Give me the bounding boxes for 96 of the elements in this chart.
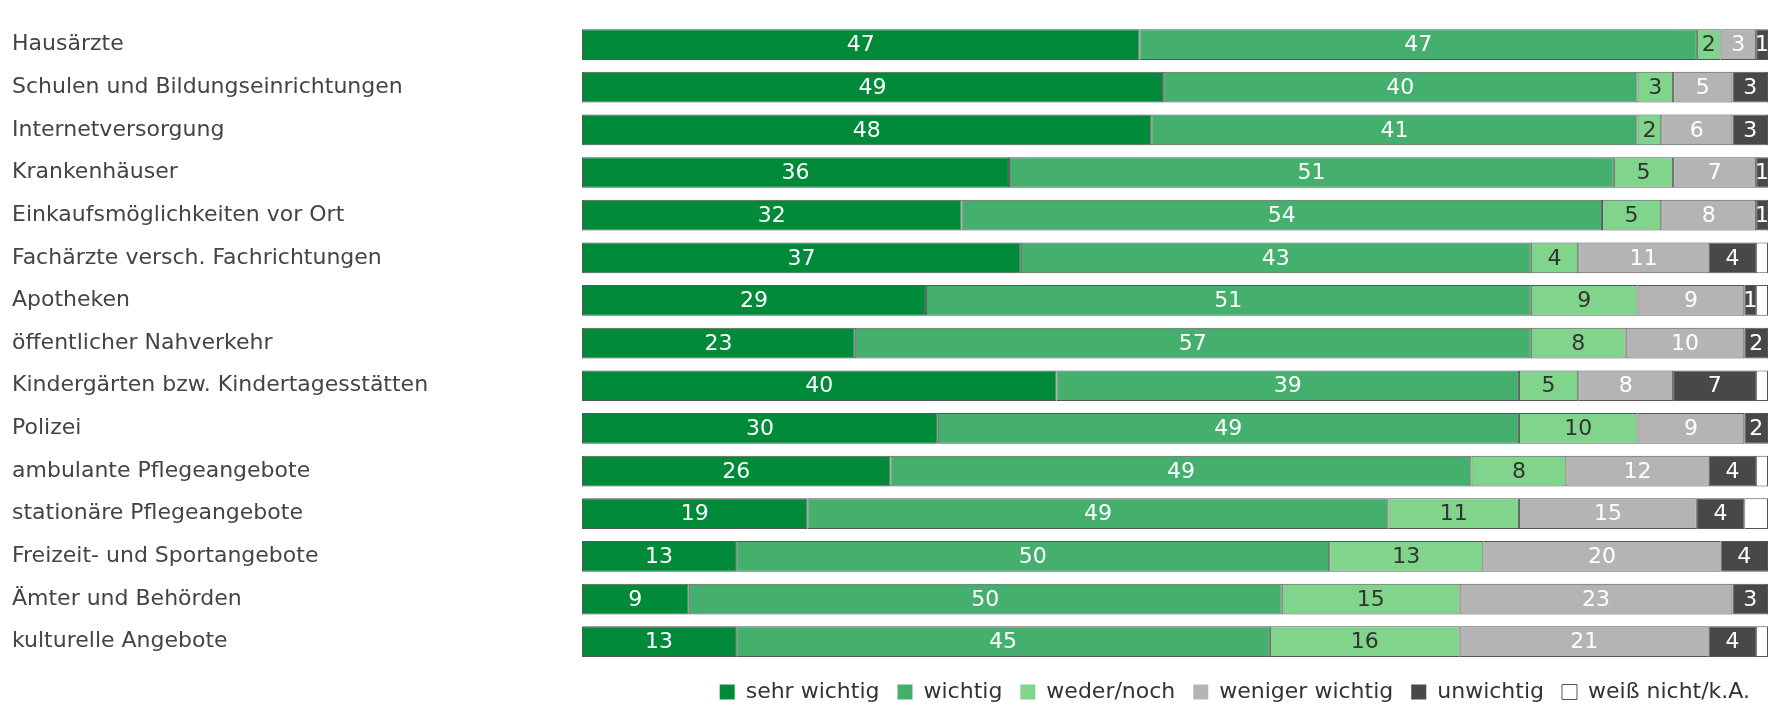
legend-label: sehr wichtig [745,677,880,703]
data-label: 13 [645,628,674,654]
data-label: 8 [1701,201,1716,227]
data-label: 9 [628,585,643,611]
data-label: 21 [1570,628,1599,654]
data-label: 37 [787,244,816,270]
y-tick-label: Freizeit- und Sportangebote [12,542,319,568]
data-label: 4 [1547,244,1562,270]
data-label: 49 [858,73,887,99]
data-label: 45 [989,628,1018,654]
data-label: 40 [805,372,834,398]
data-label: 9 [1577,287,1592,313]
y-tick-label: Fachärzte versch. Fachrichtungen [12,243,382,269]
data-label: 3 [1743,116,1758,142]
data-label: 3 [1743,73,1758,99]
data-label: 23 [704,329,733,355]
data-label: 48 [852,116,881,142]
data-label: 9 [1683,287,1698,313]
data-label: 19 [680,500,709,526]
data-label: 15 [1356,585,1385,611]
y-tick-label: Internetversorgung [12,115,225,141]
data-label: 8 [1511,457,1526,483]
data-label: 29 [739,287,768,313]
data-label: 49 [1214,415,1243,441]
data-label: 15 [1593,500,1622,526]
y-tick-label: Polizei [12,414,82,440]
y-tick-label: stationäre Pflegeangebote [12,499,303,525]
data-label: 23 [1582,585,1611,611]
legend-label: unwichtig [1437,677,1544,703]
data-label: 3 [1648,73,1663,99]
data-label: 10 [1670,329,1699,355]
data-label: 4 [1725,244,1740,270]
data-label: 7 [1707,372,1722,398]
data-label: 51 [1297,159,1326,185]
data-label: 2 [1749,329,1764,355]
legend-label: weiß nicht/k.A. [1587,677,1750,703]
data-label: 5 [1541,372,1556,398]
data-label: 50 [971,585,1000,611]
data-label: 10 [1564,415,1593,441]
data-label: 40 [1386,73,1415,99]
data-label: 36 [781,159,810,185]
data-label: 9 [1683,415,1698,441]
y-tick-label: Ämter und Behörden [12,584,242,610]
y-tick-label: kulturelle Angebote [12,627,228,653]
data-label: 3 [1731,31,1746,57]
data-label: 47 [1404,31,1433,57]
data-label: 4 [1725,457,1740,483]
y-tick-label: Krankenhäuser [12,158,179,184]
data-label: 43 [1261,244,1290,270]
y-tick-label: ambulante Pflegeangebote [12,456,311,482]
data-label: 11 [1629,244,1658,270]
y-tick-label: Hausärzte [12,30,124,56]
data-label: 2 [1642,116,1657,142]
data-label: 57 [1178,329,1207,355]
data-label: 39 [1273,372,1302,398]
data-label: 3 [1743,585,1758,611]
data-label: 20 [1587,543,1616,569]
data-label: 4 [1725,628,1740,654]
data-label: 47 [846,31,875,57]
y-tick-label: Kindergärten bzw. Kindertagesstätten [12,371,429,397]
y-tick-label: Einkaufsmöglichkeiten vor Ort [12,200,345,226]
y-tick-label: Apotheken [12,286,131,312]
data-label: 54 [1267,201,1296,227]
data-label: 30 [745,415,774,441]
data-label: 50 [1018,543,1047,569]
legend-label: wichtig [923,677,1003,703]
data-label: 1 [1743,287,1758,313]
data-label: 11 [1439,500,1468,526]
data-label: 12 [1623,457,1652,483]
data-label: 1 [1755,159,1770,185]
data-label: 13 [1392,543,1421,569]
data-label: 4 [1737,543,1752,569]
data-label: 41 [1380,116,1409,142]
data-label: 32 [757,201,786,227]
y-tick-label: Schulen und Bildungseinrichtungen [12,72,403,98]
legend-label: weniger wichtig [1219,677,1394,703]
data-label: 5 [1624,201,1639,227]
data-label: 1 [1755,201,1770,227]
data-label: 26 [722,457,751,483]
data-label: 5 [1636,159,1651,185]
data-label: 49 [1166,457,1195,483]
data-label: 1 [1755,31,1770,57]
data-label: 16 [1350,628,1379,654]
data-label: 6 [1689,116,1704,142]
data-label: 2 [1749,415,1764,441]
legend-label: weder/noch [1046,677,1176,703]
data-label: 7 [1707,159,1722,185]
data-label: 8 [1618,372,1633,398]
data-label: 49 [1083,500,1112,526]
data-label: 13 [645,543,674,569]
data-label: 2 [1701,31,1716,57]
data-label: 8 [1571,329,1586,355]
data-label: 5 [1695,73,1710,99]
data-label: 4 [1713,500,1728,526]
y-tick-label: öffentlicher Nahverkehr [12,328,274,354]
data-label: 51 [1214,287,1243,313]
